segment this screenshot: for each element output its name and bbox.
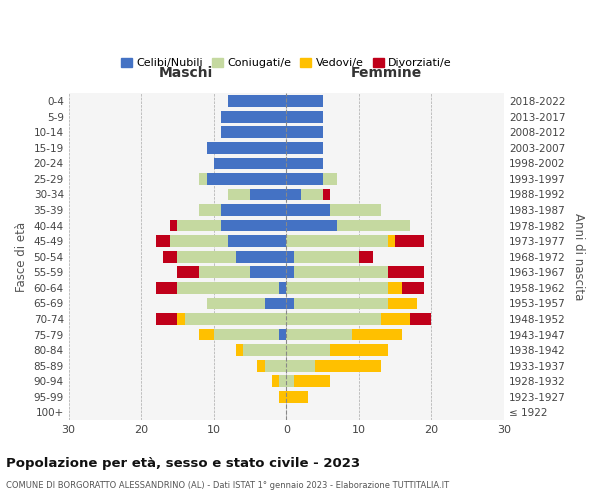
Bar (316, 360, 380, 372)
Bar (323, 188, 330, 200)
Bar (199, 328, 214, 340)
Bar (228, 188, 250, 200)
Bar (178, 282, 279, 294)
Bar (286, 188, 301, 200)
Bar (330, 204, 380, 216)
Bar (272, 376, 279, 387)
Bar (178, 220, 221, 232)
Bar (163, 251, 178, 262)
Bar (286, 313, 380, 325)
Bar (170, 220, 178, 232)
Bar (410, 313, 431, 325)
Bar (206, 142, 286, 154)
Bar (293, 298, 388, 310)
Bar (388, 236, 395, 247)
Bar (178, 313, 185, 325)
Bar (236, 344, 243, 356)
Bar (243, 344, 286, 356)
Text: Maschi: Maschi (159, 66, 214, 80)
Bar (286, 376, 293, 387)
Bar (228, 96, 286, 107)
Bar (403, 282, 424, 294)
Bar (250, 266, 286, 278)
Bar (221, 111, 286, 122)
Bar (214, 158, 286, 169)
Bar (286, 220, 337, 232)
Bar (214, 328, 279, 340)
Bar (286, 344, 330, 356)
Bar (286, 173, 323, 185)
Bar (286, 158, 323, 169)
Bar (286, 266, 293, 278)
Bar (279, 282, 286, 294)
Bar (170, 236, 228, 247)
Bar (337, 220, 410, 232)
Bar (359, 251, 373, 262)
Bar (301, 188, 323, 200)
Bar (156, 313, 178, 325)
Bar (236, 251, 286, 262)
Bar (388, 298, 417, 310)
Bar (286, 251, 293, 262)
Bar (286, 204, 330, 216)
Bar (388, 282, 403, 294)
Bar (286, 328, 352, 340)
Bar (323, 173, 337, 185)
Bar (221, 204, 286, 216)
Bar (279, 328, 286, 340)
Bar (330, 344, 388, 356)
Legend: Celibi/Nubili, Coniugati/e, Vedovi/e, Divorziati/e: Celibi/Nubili, Coniugati/e, Vedovi/e, Di… (116, 53, 456, 72)
Bar (293, 266, 388, 278)
Text: Femmine: Femmine (351, 66, 422, 80)
Bar (395, 236, 424, 247)
Bar (286, 126, 323, 138)
Y-axis label: Anni di nascita: Anni di nascita (572, 213, 585, 300)
Bar (257, 360, 265, 372)
Bar (380, 313, 410, 325)
Bar (286, 391, 308, 402)
Y-axis label: Fasce di età: Fasce di età (15, 222, 28, 292)
Bar (286, 142, 323, 154)
Bar (286, 298, 293, 310)
Bar (206, 298, 265, 310)
Bar (156, 236, 170, 247)
Bar (388, 266, 424, 278)
Text: COMUNE DI BORGORATTO ALESSANDRINO (AL) - Dati ISTAT 1° gennaio 2023 - Elaborazio: COMUNE DI BORGORATTO ALESSANDRINO (AL) -… (6, 481, 449, 490)
Bar (293, 376, 330, 387)
Bar (199, 204, 221, 216)
Bar (286, 236, 388, 247)
Bar (221, 126, 286, 138)
Bar (228, 236, 286, 247)
Bar (221, 220, 286, 232)
Bar (286, 111, 323, 122)
Bar (286, 282, 388, 294)
Bar (286, 360, 316, 372)
Bar (199, 266, 250, 278)
Bar (178, 266, 199, 278)
Bar (279, 391, 286, 402)
Bar (265, 360, 286, 372)
Bar (206, 173, 286, 185)
Bar (293, 251, 359, 262)
Bar (185, 313, 286, 325)
Bar (250, 188, 286, 200)
Bar (199, 173, 206, 185)
Text: Popolazione per età, sesso e stato civile - 2023: Popolazione per età, sesso e stato civil… (6, 458, 360, 470)
Bar (286, 96, 323, 107)
Bar (156, 282, 178, 294)
Bar (352, 328, 403, 340)
Bar (279, 376, 286, 387)
Bar (178, 251, 236, 262)
Bar (265, 298, 286, 310)
